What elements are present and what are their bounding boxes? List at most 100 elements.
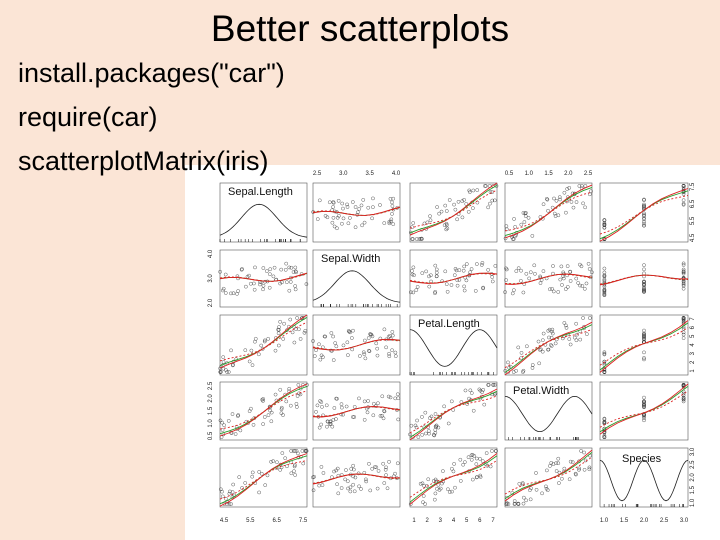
point [282,321,286,326]
point [268,267,273,271]
point [259,343,263,348]
point [572,335,577,340]
point [537,361,541,366]
point [296,383,301,387]
point [287,387,292,391]
point [565,264,570,268]
fit-line [504,456,593,495]
point [374,341,379,346]
point [346,486,350,491]
point [257,470,261,474]
point [541,202,546,207]
point [363,356,368,361]
point [351,482,355,487]
point [279,407,284,412]
point [520,481,525,485]
tick-label: 3.0 [690,447,696,456]
point [642,214,646,218]
point [511,370,516,374]
panel [599,314,689,376]
tick-label: 2.5 [690,460,696,469]
point [335,482,339,487]
point [549,344,554,348]
point [479,263,484,267]
panel [219,182,308,243]
point [261,266,266,270]
point [414,237,419,241]
point [345,205,350,209]
point [642,418,646,423]
point [221,366,226,371]
point [602,277,607,282]
point [311,339,315,343]
point [317,483,321,488]
fit-line [312,473,401,484]
point [352,467,356,472]
point [335,226,339,231]
point [602,292,607,296]
point [269,459,273,464]
point [541,269,546,273]
point [390,200,394,205]
point [357,207,362,211]
point [423,502,427,506]
point [328,419,333,424]
point [681,286,686,291]
point [249,348,254,353]
point [461,462,465,467]
point [420,481,425,486]
fit-line [219,321,308,362]
point [412,273,416,278]
point [276,331,281,335]
point [276,327,280,332]
point [356,471,361,476]
point [427,274,431,279]
point [350,336,354,340]
point [293,284,297,288]
point [387,459,391,464]
point [289,265,294,270]
point [295,316,299,320]
point [218,418,223,423]
point [642,416,646,421]
point [460,199,465,203]
point [642,287,646,292]
point [451,408,456,412]
point [450,489,454,494]
point [361,350,366,355]
point [578,283,582,288]
point [348,489,353,494]
point [429,414,434,419]
point [426,477,431,482]
point [393,471,397,476]
point [528,497,533,502]
point [227,502,232,506]
point [551,264,555,268]
point [453,267,458,271]
point [512,499,517,503]
scatterplot-matrix: Sepal.Length Sepal.Width Petal.Length Petal… [185,165,720,540]
panel [219,314,308,376]
point [340,405,344,410]
point [272,265,277,270]
point [427,429,431,433]
point [288,280,293,284]
point [366,205,371,210]
point [351,415,355,419]
point [261,397,265,401]
point [422,221,427,226]
point [350,347,354,352]
point [339,486,344,490]
tick-label: 2.5 [208,381,214,390]
point [421,500,425,505]
point [273,348,278,353]
point [284,261,288,266]
point [602,225,607,230]
point [257,352,261,357]
point [681,399,686,404]
point [471,477,475,482]
point [300,316,305,320]
fit-line [409,273,498,284]
point [333,341,337,345]
point [334,344,339,349]
